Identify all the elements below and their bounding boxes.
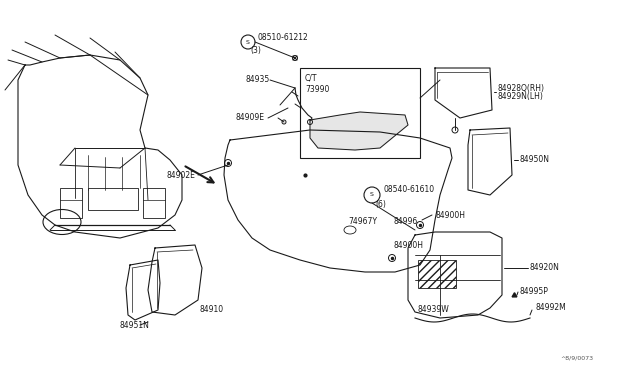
- Text: 84939W: 84939W: [418, 305, 450, 314]
- Text: 84951N: 84951N: [120, 321, 150, 330]
- Bar: [418, 260, 456, 288]
- Text: (6): (6): [375, 201, 386, 209]
- Text: 08510-61212: 08510-61212: [258, 33, 308, 42]
- Bar: [60, 188, 82, 218]
- Polygon shape: [310, 112, 408, 150]
- Text: 84935: 84935: [245, 76, 269, 84]
- Text: 84992M: 84992M: [535, 304, 566, 312]
- Bar: [143, 188, 165, 218]
- Text: 84920N: 84920N: [530, 263, 560, 273]
- Text: S: S: [370, 192, 374, 198]
- Text: 84900H: 84900H: [435, 211, 465, 219]
- Text: 84902E: 84902E: [166, 170, 195, 180]
- Text: 74967Y: 74967Y: [348, 218, 377, 227]
- Text: 84995P: 84995P: [520, 288, 549, 296]
- Text: ^8/9/0073: ^8/9/0073: [560, 356, 593, 360]
- Text: 84929N(LH): 84929N(LH): [498, 93, 544, 102]
- Text: 84996: 84996: [393, 218, 417, 227]
- Text: C/T: C/T: [305, 74, 317, 83]
- Bar: [88, 188, 138, 210]
- Text: 84910: 84910: [200, 305, 224, 314]
- Text: 84928Q(RH): 84928Q(RH): [498, 83, 545, 93]
- Text: 84950N: 84950N: [520, 155, 550, 164]
- Text: 84909E: 84909E: [235, 113, 264, 122]
- Text: (3): (3): [250, 45, 261, 55]
- Text: 73990: 73990: [305, 86, 330, 94]
- Text: 08540-61610: 08540-61610: [383, 186, 434, 195]
- Bar: [300, 68, 420, 158]
- Text: S: S: [246, 39, 250, 45]
- Text: 84900H: 84900H: [393, 241, 423, 250]
